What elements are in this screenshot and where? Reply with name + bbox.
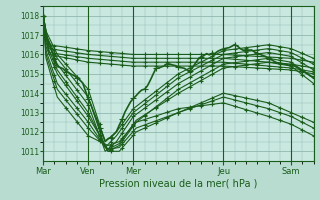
X-axis label: Pression niveau de la mer( hPa ): Pression niveau de la mer( hPa ) (99, 178, 258, 188)
